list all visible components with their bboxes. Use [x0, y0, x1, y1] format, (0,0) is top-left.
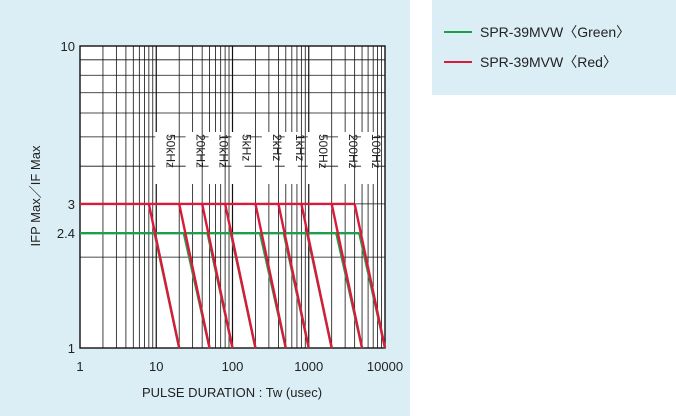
y-tick-label: 1	[68, 341, 75, 356]
frequency-label-bg	[231, 132, 245, 184]
series-curve	[178, 203, 211, 349]
frequency-label-bg	[261, 132, 275, 184]
x-tick-label: 1	[76, 359, 83, 374]
x-tick-label: 10	[149, 359, 163, 374]
x-tick-label: 1000	[294, 359, 323, 374]
frequency-label-bg	[361, 132, 375, 184]
y-tick-label: 2.4	[57, 226, 75, 241]
legend-swatch	[444, 31, 472, 33]
legend-item: SPR-39MVW〈Green〉	[444, 22, 630, 42]
legend-label: SPR-39MVW〈Red〉	[480, 54, 617, 70]
frequency-label: 1kHz	[293, 134, 307, 161]
series-curve	[254, 203, 287, 349]
frequency-label-bg	[338, 132, 352, 184]
legend-swatch	[444, 61, 472, 63]
frequency-label: 500Hz	[316, 134, 330, 169]
frequency-label: 2kHz	[270, 134, 284, 161]
frequency-label: 200Hz	[346, 134, 360, 169]
series-curve	[223, 203, 257, 349]
y-tick-label: 10	[61, 39, 75, 54]
frequency-label-bg	[307, 132, 321, 184]
series-curve	[277, 203, 310, 349]
x-tick-label: 10000	[367, 359, 403, 374]
x-tick-label: 100	[222, 359, 244, 374]
legend: SPR-39MVW〈Green〉 SPR-39MVW〈Red〉	[432, 0, 676, 95]
series-curve	[200, 203, 234, 349]
frequency-label-bg	[208, 132, 222, 184]
y-tick-label: 3	[68, 197, 75, 212]
frequency-label: 10kHz	[217, 134, 231, 168]
frequency-label-bg	[185, 132, 199, 184]
frequency-label: 20kHz	[194, 134, 208, 168]
series-curve	[300, 203, 333, 349]
y-axis-title: IFP Max／IF Max	[28, 145, 43, 246]
frequency-label-bg	[284, 132, 298, 184]
frequency-label: 50kHz	[163, 134, 177, 168]
series-curve	[330, 203, 364, 349]
frequency-label-bg	[155, 132, 169, 184]
frequency-label: 100Hz	[369, 134, 383, 169]
frequency-label: 5kHz	[240, 134, 254, 161]
series-curve	[353, 203, 387, 349]
series-curve	[147, 203, 181, 349]
legend-label: SPR-39MVW〈Green〉	[480, 24, 631, 40]
x-axis-title: PULSE DURATION : Tw (usec)	[142, 385, 322, 400]
legend-item: SPR-39MVW〈Red〉	[444, 52, 617, 72]
